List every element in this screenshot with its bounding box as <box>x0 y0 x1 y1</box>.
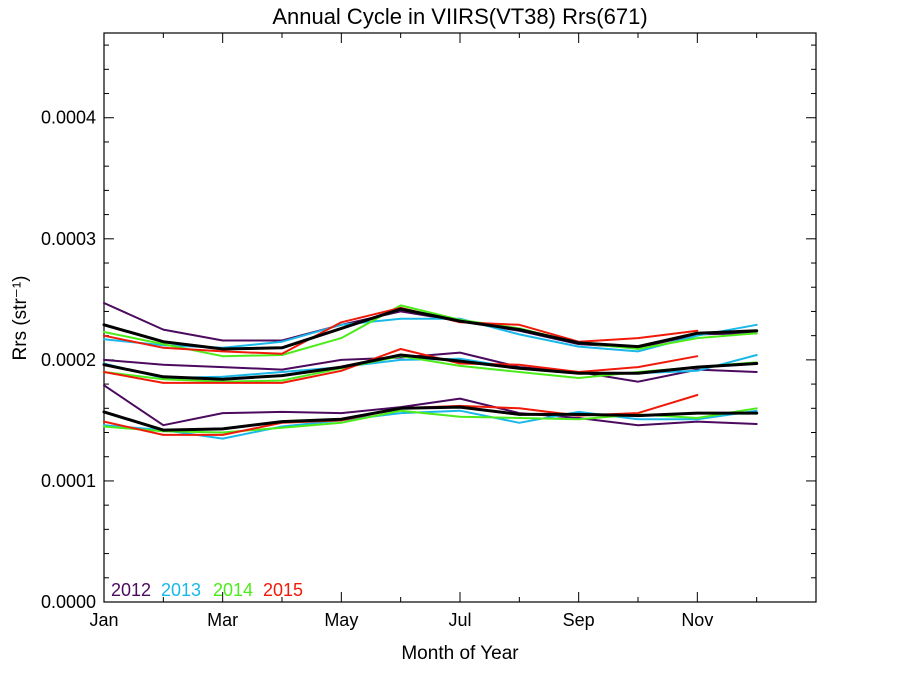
x-axis-label: Month of Year <box>401 643 519 664</box>
series-line-2012-lower <box>103 384 758 427</box>
x-tick-label: Mar <box>207 610 238 630</box>
x-tick-label: Sep <box>563 610 595 630</box>
series-line-2012-middle <box>103 351 758 383</box>
x-tick-label: Jul <box>448 610 471 630</box>
x-tick-label: Nov <box>681 610 713 630</box>
y-tick-label: 0.0004 <box>41 108 96 128</box>
x-tick-label: Jan <box>89 610 118 630</box>
series-lines <box>102 302 759 440</box>
axis-ticks <box>103 33 817 603</box>
y-tick-label: 0.0002 <box>41 350 96 370</box>
y-tick-label: 0.0000 <box>41 592 96 612</box>
legend-entry-2012: 2012 <box>111 580 151 600</box>
series-line-mean-middle <box>102 353 759 381</box>
legend-entry-2015: 2015 <box>263 580 303 600</box>
axis-tick-labels: Jan Mar May Jul Sep Nov 0.0000 0.0001 0.0002 0.00… <box>41 108 713 630</box>
series-line-mean-upper <box>102 307 759 351</box>
series-line-mean-lower <box>102 405 759 432</box>
series-line-2015-middle <box>103 348 699 384</box>
legend-entry-2013: 2013 <box>161 580 201 600</box>
chart-title: Annual Cycle in VIIRS(VT38) Rrs(671) <box>272 4 647 29</box>
legend: 2012 2013 2014 2015 <box>111 580 303 600</box>
series-line-2014-upper <box>103 304 758 358</box>
y-tick-label: 0.0003 <box>41 229 96 249</box>
x-tick-label: May <box>324 610 358 630</box>
series-line-2013-lower <box>103 409 758 440</box>
plot-frame <box>103 32 817 603</box>
y-axis-label: Rrs (str⁻¹) <box>10 276 31 361</box>
legend-entry-2014: 2014 <box>213 580 253 600</box>
y-tick-label: 0.0001 <box>41 471 96 491</box>
